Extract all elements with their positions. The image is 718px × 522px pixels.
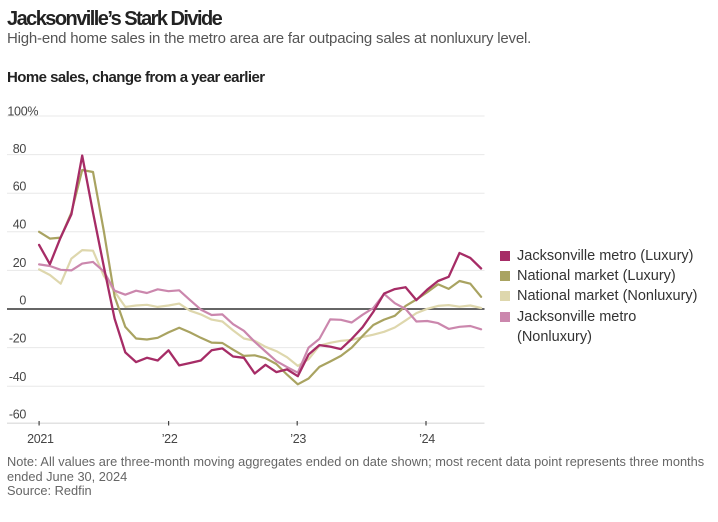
svg-text:2021: 2021 bbox=[27, 432, 54, 446]
svg-text:’23: ’23 bbox=[290, 432, 306, 446]
svg-text:60: 60 bbox=[13, 179, 27, 193]
svg-text:100%: 100% bbox=[7, 104, 38, 118]
svg-text:0: 0 bbox=[19, 293, 26, 307]
svg-text:-60: -60 bbox=[9, 408, 27, 422]
svg-text:20: 20 bbox=[13, 256, 27, 270]
svg-text:’24: ’24 bbox=[419, 432, 435, 446]
svg-text:-20: -20 bbox=[9, 332, 27, 346]
svg-text:-40: -40 bbox=[9, 370, 27, 384]
svg-text:80: 80 bbox=[13, 142, 27, 156]
svg-text:40: 40 bbox=[13, 218, 27, 232]
svg-text:’22: ’22 bbox=[162, 432, 178, 446]
